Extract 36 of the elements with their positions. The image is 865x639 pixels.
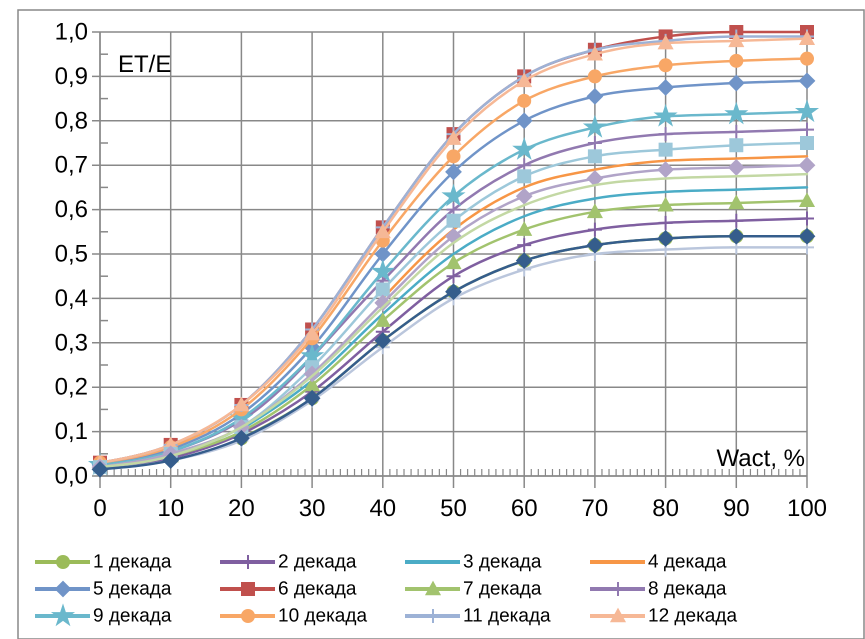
- legend-label: 5 декада: [93, 578, 172, 600]
- x-tick-label: 60: [510, 495, 538, 522]
- x-tick-label: 100: [786, 495, 828, 522]
- y-tick-label: 0,7: [54, 152, 88, 179]
- legend-label: 8 декада: [648, 578, 727, 600]
- legend-label: 2 декада: [278, 552, 357, 572]
- x-axis-title: Wact, %: [716, 445, 805, 472]
- y-tick-label: 0,8: [54, 107, 88, 134]
- legend-label: 12 декада: [648, 606, 738, 626]
- x-tick-label: 30: [298, 495, 326, 522]
- x-tick-label: 40: [369, 495, 396, 522]
- y-tick-label: 0,0: [54, 462, 88, 490]
- y-tick-label: 0,9: [54, 62, 88, 90]
- legend-label: 9 декада: [93, 606, 172, 626]
- legend-label: 6 декада: [278, 578, 357, 600]
- x-tick-label: 10: [157, 495, 184, 522]
- y-axis-title: ET/E: [118, 51, 172, 78]
- legend-label: 1 декада: [93, 552, 172, 572]
- y-tick-label: 0,1: [54, 418, 88, 446]
- y-tick-label: 1,0: [54, 18, 88, 46]
- legend-label: 3 декада: [463, 552, 542, 572]
- x-tick-label: 70: [582, 495, 608, 522]
- x-tick-label: 20: [228, 495, 255, 522]
- legend-label: 7 декада: [463, 578, 542, 600]
- y-tick-label: 0,5: [54, 240, 88, 268]
- y-tick-label: 0,6: [54, 196, 88, 224]
- legend-label: 4 декада: [648, 552, 727, 572]
- y-tick-label: 0,2: [54, 374, 88, 401]
- x-tick-label: 80: [652, 495, 679, 522]
- x-tick-label: 90: [722, 495, 750, 522]
- legend-label: 10 декада: [278, 606, 368, 626]
- x-tick-label: 0: [93, 495, 107, 522]
- legend-label: 11 декада: [463, 606, 552, 626]
- y-tick-label: 0,3: [54, 329, 88, 356]
- x-tick-label: 50: [440, 495, 467, 522]
- y-tick-label: 0,4: [54, 284, 88, 312]
